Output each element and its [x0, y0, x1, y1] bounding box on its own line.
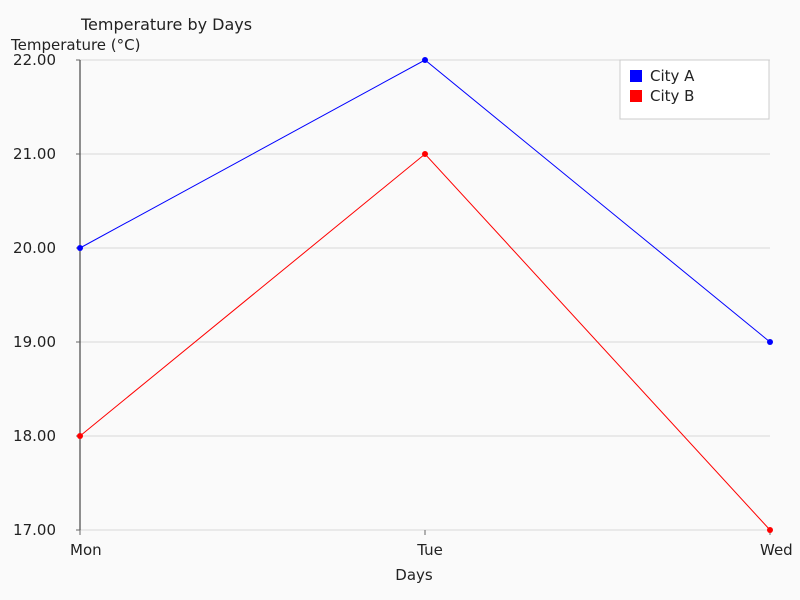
- grid-lines: [80, 59, 770, 531]
- data-point: [422, 57, 428, 63]
- y-tick-label: 20.00: [13, 239, 56, 257]
- y-tick-label: 17.00: [13, 521, 56, 539]
- x-ticks: Mon Tue Wed: [70, 530, 793, 559]
- y-tick-label: 22.00: [13, 51, 56, 69]
- data-point: [767, 527, 773, 533]
- y-tick-label: 21.00: [13, 145, 56, 163]
- x-tick-label: Tue: [416, 541, 443, 559]
- y-tick-label: 19.00: [13, 333, 56, 351]
- legend-swatch: [630, 70, 642, 82]
- y-tick-label: 18.00: [13, 427, 56, 445]
- y-ticks: 17.00 18.00 19.00 20.00 21.00 22.00: [13, 51, 80, 539]
- data-point: [77, 245, 83, 251]
- x-tick-label: Wed: [760, 541, 793, 559]
- data-point: [422, 151, 428, 157]
- legend: City A City B: [619, 59, 770, 120]
- legend-label: City B: [650, 87, 694, 105]
- legend-label: City A: [650, 67, 695, 85]
- legend-swatch: [630, 90, 642, 102]
- series-lines: [77, 57, 773, 533]
- y-axis-label: Temperature (°C): [10, 36, 140, 54]
- legend-box: [619, 59, 770, 120]
- data-point: [77, 433, 83, 439]
- x-tick-label: Mon: [70, 541, 102, 559]
- data-point: [767, 339, 773, 345]
- x-axis-label: Days: [395, 566, 433, 584]
- chart-title: Temperature by Days: [80, 15, 252, 34]
